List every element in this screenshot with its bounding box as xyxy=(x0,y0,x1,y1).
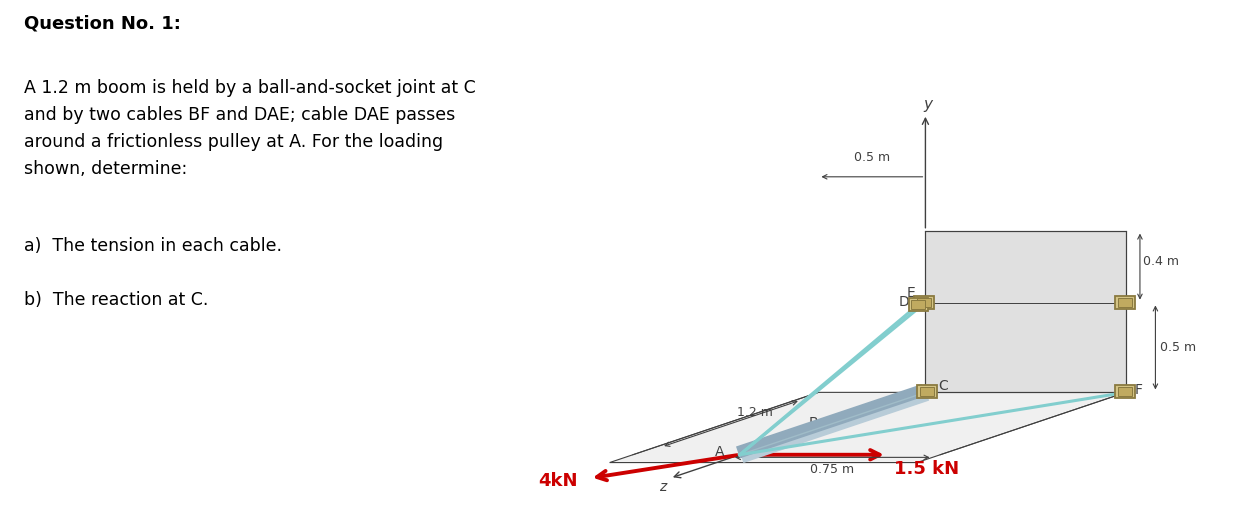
Text: 0.4 m: 0.4 m xyxy=(1143,255,1179,268)
Bar xyxy=(917,298,931,307)
Text: F: F xyxy=(1134,383,1142,397)
Text: B: B xyxy=(809,415,819,430)
Bar xyxy=(1118,387,1132,396)
Text: 0.75 m: 0.75 m xyxy=(810,463,854,476)
Text: C: C xyxy=(938,379,948,393)
Bar xyxy=(1115,385,1135,398)
Text: y: y xyxy=(923,97,933,112)
Bar xyxy=(1115,296,1135,309)
Text: 1.5 kN: 1.5 kN xyxy=(894,460,958,478)
Text: A 1.2 m boom is held by a ball-and-socket joint at C
and by two cables BF and DA: A 1.2 m boom is held by a ball-and-socke… xyxy=(24,79,475,178)
Bar xyxy=(1118,298,1132,307)
Text: 0.5 m: 0.5 m xyxy=(854,151,891,164)
Text: E: E xyxy=(907,285,916,300)
Text: 0.5 m: 0.5 m xyxy=(1159,341,1196,354)
Text: 4kN: 4kN xyxy=(538,472,578,489)
Text: b)  The reaction at C.: b) The reaction at C. xyxy=(24,291,208,309)
Text: 1.2 m: 1.2 m xyxy=(736,406,772,419)
Text: D: D xyxy=(898,295,909,309)
Text: A: A xyxy=(715,446,725,459)
Text: z: z xyxy=(658,480,666,494)
Bar xyxy=(908,298,928,311)
Text: a)  The tension in each cable.: a) The tension in each cable. xyxy=(24,237,281,255)
Bar xyxy=(914,296,934,309)
Bar xyxy=(912,300,926,309)
Bar xyxy=(919,387,934,396)
Polygon shape xyxy=(609,393,1125,463)
Bar xyxy=(917,385,937,398)
Text: Question No. 1:: Question No. 1: xyxy=(24,15,181,33)
Polygon shape xyxy=(926,231,1125,393)
